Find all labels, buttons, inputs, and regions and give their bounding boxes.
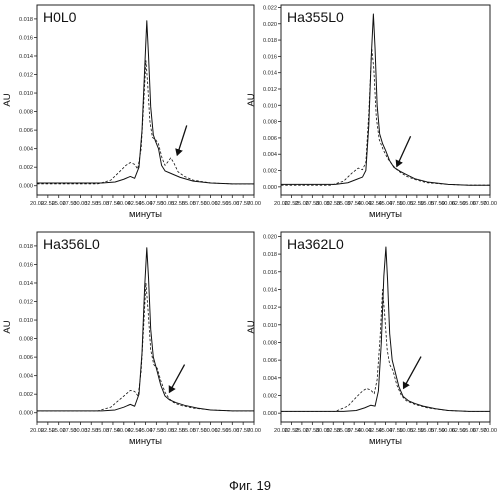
- arrow-annotation: [177, 125, 187, 155]
- series-line-solid: [281, 247, 490, 411]
- chart-panel-3: 20.0022.5025.0027.5030.0032.5035.0037.50…: [2, 232, 261, 447]
- y-tick-label: 0.008: [19, 110, 33, 116]
- y-tick-label: 0.012: [19, 73, 33, 79]
- y-tick-label: 0.002: [263, 393, 277, 399]
- y-tick-label: 0.004: [19, 147, 33, 153]
- y-tick-label: 0.006: [263, 136, 277, 142]
- y-tick-label: 0.016: [19, 262, 33, 268]
- y-tick-label: 0.012: [19, 300, 33, 306]
- y-tick-label: 0.022: [263, 5, 277, 11]
- y-tick-label: 0.018: [19, 17, 33, 23]
- panel-title: Ha355L0: [287, 9, 344, 25]
- series-line-solid: [37, 21, 254, 184]
- y-tick-label: 0.006: [263, 358, 277, 364]
- arrow-annotation: [403, 357, 421, 389]
- y-tick-label: 0.018: [263, 252, 277, 258]
- y-tick-label: 0.020: [263, 234, 277, 240]
- plot-frame: [37, 5, 254, 195]
- y-tick-label: 0.000: [19, 184, 33, 190]
- x-tick-label: 70.00: [247, 428, 261, 434]
- y-tick-label: 0.014: [263, 71, 277, 77]
- arrow-annotation: [397, 136, 411, 166]
- y-tick-label: 0.010: [19, 318, 33, 324]
- x-tick-label: 70.00: [483, 201, 497, 207]
- y-tick-label: 0.016: [263, 54, 277, 60]
- y-tick-label: 0.000: [263, 185, 277, 191]
- y-tick-label: 0.008: [263, 340, 277, 346]
- y-tick-label: 0.010: [263, 323, 277, 329]
- chart-panel-4: 20.0022.5025.0027.5030.0032.5035.0037.50…: [246, 232, 497, 447]
- y-tick-label: 0.004: [263, 152, 277, 158]
- y-tick-label: 0.002: [263, 169, 277, 175]
- y-tick-label: 0.012: [263, 87, 277, 93]
- series-line-dashed: [281, 289, 490, 411]
- y-tick-label: 0.014: [19, 54, 33, 60]
- y-tick-label: 0.018: [19, 244, 33, 250]
- y-tick-label: 0.018: [263, 38, 277, 44]
- y-tick-label: 0.020: [263, 22, 277, 28]
- series-line-dashed: [37, 283, 254, 411]
- y-tick-label: 0.008: [263, 120, 277, 126]
- series-line-dashed: [281, 48, 490, 185]
- y-tick-label: 0.014: [263, 287, 277, 293]
- x-axis-title: минуты: [129, 436, 162, 447]
- y-tick-label: 0.008: [19, 337, 33, 343]
- figure-caption: Фиг. 19: [0, 478, 500, 493]
- y-tick-label: 0.016: [19, 35, 33, 41]
- y-tick-label: 0.010: [19, 91, 33, 97]
- y-tick-label: 0.010: [263, 103, 277, 109]
- y-axis-title: AU: [2, 320, 13, 333]
- chart-panel-1: 20.0022.5025.0027.5030.0032.5035.0037.50…: [2, 5, 261, 220]
- series-line-solid: [37, 248, 254, 411]
- y-tick-label: 0.012: [263, 305, 277, 311]
- series-line-solid: [281, 14, 490, 185]
- y-tick-label: 0.000: [263, 411, 277, 417]
- y-tick-label: 0.002: [19, 392, 33, 398]
- x-tick-label: 70.00: [247, 201, 261, 207]
- y-tick-label: 0.016: [263, 270, 277, 276]
- panel-title: H0L0: [43, 9, 77, 25]
- y-tick-label: 0.006: [19, 355, 33, 361]
- y-tick-label: 0.004: [263, 376, 277, 382]
- x-axis-title: минуты: [129, 209, 162, 220]
- panel-title: Ha356L0: [43, 236, 100, 252]
- x-tick-label: 70.00: [483, 428, 497, 434]
- x-axis-title: минуты: [369, 436, 402, 447]
- y-tick-label: 0.002: [19, 165, 33, 171]
- y-axis-title: AU: [246, 93, 257, 106]
- y-tick-label: 0.004: [19, 374, 33, 380]
- plot-frame: [37, 232, 254, 422]
- arrow-annotation: [169, 365, 184, 393]
- series-line-dashed: [37, 61, 254, 184]
- panel-title: Ha362L0: [287, 236, 344, 252]
- plot-frame: [281, 5, 490, 195]
- y-axis-title: AU: [2, 93, 13, 106]
- y-axis-title: AU: [246, 320, 257, 333]
- chart-panel-2: 20.0022.5025.0027.5030.0032.5035.0037.50…: [246, 5, 497, 220]
- x-axis-title: минуты: [369, 209, 402, 220]
- y-tick-label: 0.006: [19, 128, 33, 134]
- y-tick-label: 0.014: [19, 281, 33, 287]
- y-tick-label: 0.000: [19, 411, 33, 417]
